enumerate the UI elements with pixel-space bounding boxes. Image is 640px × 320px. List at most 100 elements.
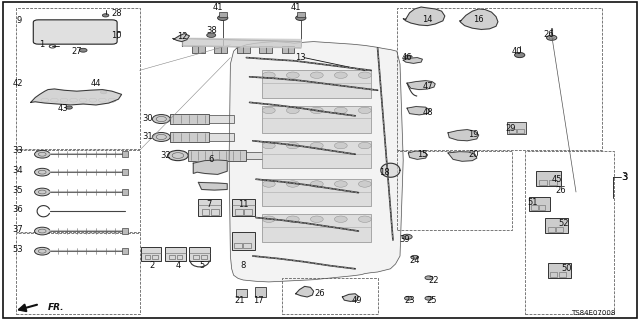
Polygon shape <box>448 130 479 141</box>
Bar <box>145 255 150 259</box>
Circle shape <box>402 234 412 239</box>
Circle shape <box>358 107 371 114</box>
Text: 41: 41 <box>212 3 223 12</box>
Circle shape <box>310 72 323 78</box>
Text: 44: 44 <box>91 79 101 88</box>
Circle shape <box>547 35 557 40</box>
Bar <box>539 180 547 185</box>
Bar <box>262 70 371 98</box>
Bar <box>236 289 247 297</box>
Text: 45: 45 <box>552 175 562 184</box>
Circle shape <box>35 227 50 235</box>
Bar <box>122 151 128 157</box>
Text: 21: 21 <box>234 296 244 305</box>
Circle shape <box>358 72 371 78</box>
Text: 43: 43 <box>58 104 68 113</box>
Bar <box>188 150 246 161</box>
Text: 3: 3 <box>621 172 628 182</box>
Text: 25: 25 <box>426 296 436 305</box>
FancyBboxPatch shape <box>33 20 117 44</box>
Bar <box>209 115 234 123</box>
Circle shape <box>287 181 299 187</box>
Text: 13: 13 <box>296 53 306 62</box>
Text: 51: 51 <box>527 198 538 207</box>
Text: 15: 15 <box>417 150 428 159</box>
Circle shape <box>515 52 525 58</box>
Circle shape <box>66 106 72 109</box>
Bar <box>122 228 128 234</box>
Bar <box>297 12 305 17</box>
Circle shape <box>404 55 412 59</box>
Circle shape <box>310 107 323 114</box>
Bar <box>397 8 602 150</box>
Bar <box>122 169 128 175</box>
Bar <box>246 152 265 159</box>
Circle shape <box>207 33 216 37</box>
Bar <box>536 171 561 186</box>
Polygon shape <box>198 182 227 190</box>
Bar <box>548 263 571 278</box>
Bar <box>192 46 205 53</box>
Bar <box>549 180 557 185</box>
Circle shape <box>287 72 299 78</box>
Bar <box>262 106 371 133</box>
Text: 46: 46 <box>402 53 412 62</box>
Bar <box>262 214 371 242</box>
Circle shape <box>79 48 87 52</box>
Text: 37: 37 <box>13 225 23 234</box>
Bar <box>211 209 219 215</box>
Bar <box>259 46 272 53</box>
Text: 50: 50 <box>562 264 572 273</box>
Polygon shape <box>407 107 430 115</box>
Bar <box>550 272 557 277</box>
Bar <box>539 205 545 210</box>
Bar <box>556 227 563 232</box>
Bar <box>201 255 207 259</box>
Polygon shape <box>460 9 498 29</box>
Polygon shape <box>408 151 428 159</box>
Bar <box>397 151 512 230</box>
Circle shape <box>262 216 275 222</box>
Text: 11: 11 <box>238 200 248 209</box>
Text: 4: 4 <box>175 261 180 270</box>
Circle shape <box>425 276 433 280</box>
Bar <box>243 243 251 248</box>
Text: 6: 6 <box>209 156 214 164</box>
Circle shape <box>310 142 323 149</box>
Bar <box>122 189 128 195</box>
Text: 41: 41 <box>291 3 301 12</box>
Bar <box>193 255 199 259</box>
Text: 8: 8 <box>241 261 246 270</box>
Text: 26: 26 <box>315 289 325 298</box>
Text: 19: 19 <box>468 130 479 139</box>
Circle shape <box>425 296 433 300</box>
Bar <box>529 197 550 211</box>
Bar <box>232 199 255 216</box>
Text: 28: 28 <box>111 9 122 18</box>
Text: 52: 52 <box>558 220 568 228</box>
Polygon shape <box>342 294 358 301</box>
Circle shape <box>110 36 118 40</box>
Text: 26: 26 <box>556 186 566 195</box>
Text: 33: 33 <box>13 146 23 155</box>
Bar <box>282 278 378 314</box>
Bar <box>219 12 227 17</box>
Text: 29: 29 <box>506 124 516 133</box>
Text: 18: 18 <box>379 168 389 177</box>
Text: 47: 47 <box>422 82 433 91</box>
Bar <box>545 218 568 233</box>
Circle shape <box>334 142 347 149</box>
Circle shape <box>218 15 228 20</box>
Polygon shape <box>296 286 314 297</box>
Text: 14: 14 <box>422 15 433 24</box>
Polygon shape <box>381 163 400 177</box>
Bar <box>170 114 209 124</box>
Bar <box>16 8 140 149</box>
Text: 38: 38 <box>206 26 216 35</box>
Text: FR.: FR. <box>47 303 64 312</box>
Bar <box>548 227 555 232</box>
Circle shape <box>287 142 299 149</box>
Text: 3: 3 <box>622 173 627 182</box>
Bar <box>525 151 614 314</box>
Text: TS84E07008: TS84E07008 <box>572 310 616 316</box>
